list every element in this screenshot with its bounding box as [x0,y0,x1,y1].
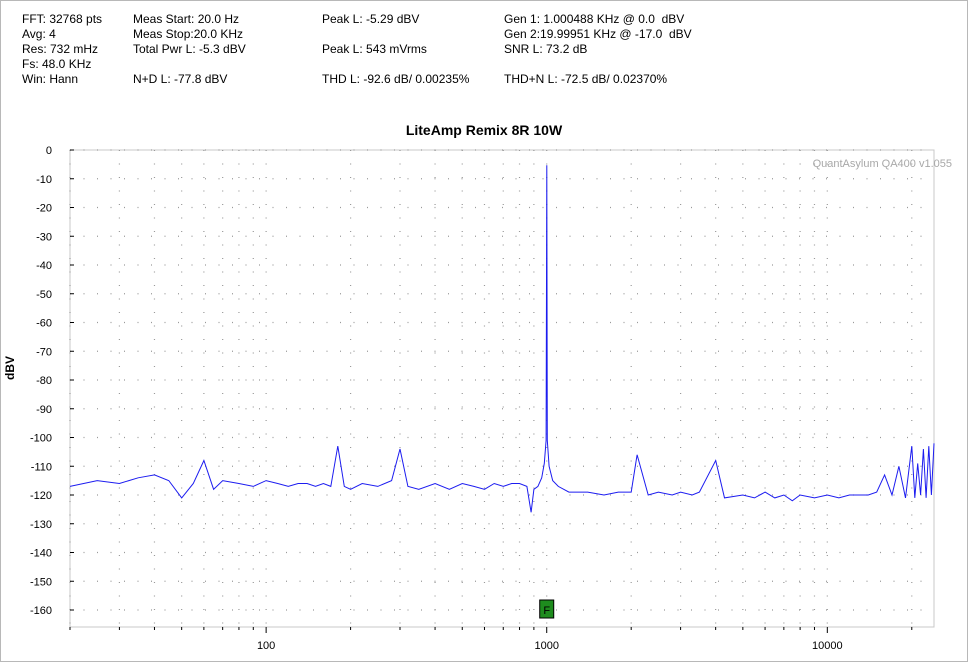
stat-total-pwr: Total Pwr L: -5.3 dBV [133,42,246,56]
chart-title: LiteAmp Remix 8R 10W [405,122,563,138]
stat-avg: Avg: 4 [22,27,56,41]
x-tick-label: 10000 [812,640,843,652]
y-tick-label: -120 [30,490,52,502]
stat-fs: Fs: 48.0 KHz [22,57,92,71]
marker-box[interactable] [539,599,555,619]
y-tick-label: -20 [36,203,52,215]
y-tick-label: -150 [30,576,52,588]
x-tick-label: 100 [257,640,275,652]
watermark: QuantAsylum QA400 v1.055 [813,158,952,170]
y-tick-label: -130 [30,519,52,531]
spectrum-trace [69,165,935,513]
y-tick-label: -70 [36,346,52,358]
y-tick-label: 0 [46,145,52,157]
y-tick-label: -80 [36,375,52,387]
stat-meas-start: Meas Start: 20.0 Hz [133,12,240,26]
x-tick-label: 1000 [534,640,558,652]
stat-gen2: Gen 2:19.99951 KHz @ -17.0 dBV [504,27,692,41]
y-tick-label: -90 [36,404,52,416]
y-tick-label: -100 [30,433,52,445]
y-tick-label: -140 [30,548,52,560]
frequency-marker[interactable]: F [539,599,555,619]
axis-ticks: 0 -10 -20 -30 -40 -50 -60 -70 -80 -90 -100 -110 -120… [30,145,913,652]
grid [69,149,935,628]
y-tick-label: -110 [31,461,52,473]
y-tick-label: -30 [36,231,52,243]
stat-thdn: THD+N L: -72.5 dB/ 0.02370% [504,72,668,86]
stat-snr: SNR L: 73.2 dB [504,42,588,56]
y-tick-label: -50 [36,289,52,301]
y-tick-label: -160 [30,605,52,617]
marker-label: F [543,605,550,617]
stat-meas-stop: Meas Stop:20.0 KHz [133,27,244,41]
stat-nd: N+D L: -77.8 dBV [133,72,228,86]
stat-win: Win: Hann [22,72,79,86]
y-tick-label: -40 [36,260,52,272]
y-tick-label: -60 [36,318,52,330]
stat-res: Res: 732 mHz [22,42,99,56]
y-tick-label: -10 [36,174,52,186]
stat-thd: THD L: -92.6 dB/ 0.00235% [322,72,470,86]
stat-fft: FFT: 32768 pts [22,12,103,26]
stat-peak-mv: Peak L: 543 mVrms [322,42,427,56]
stat-peak-dbv: Peak L: -5.29 dBV [322,12,420,26]
plot-area [69,149,935,628]
stat-gen1: Gen 1: 1.000488 KHz @ 0.0 dBV [504,12,685,26]
